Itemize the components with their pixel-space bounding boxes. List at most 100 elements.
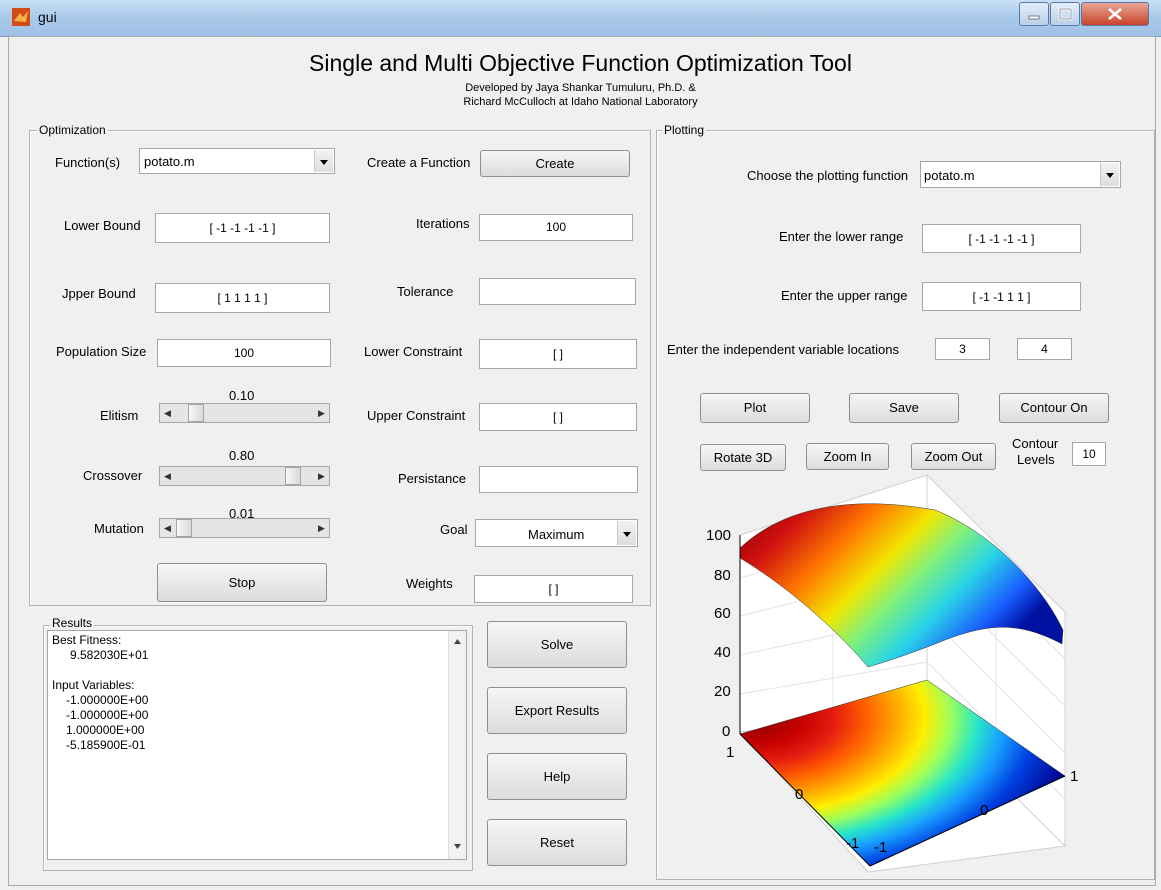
function-label: Function(s): [55, 155, 121, 170]
elitism-slider-thumb[interactable]: [188, 404, 204, 422]
window-titlebar: gui: [0, 0, 1161, 37]
crossover-slider[interactable]: ◀ ▶: [159, 466, 330, 486]
plotting-function-select[interactable]: potato.m: [920, 161, 1121, 188]
x-tick: 1: [726, 744, 734, 761]
stop-button[interactable]: Stop: [157, 563, 327, 602]
result-line: Input Variables:: [52, 678, 135, 692]
persistance-field[interactable]: [479, 466, 638, 493]
weights-label: Weights: [406, 576, 453, 591]
crossover-label: Crossover: [83, 468, 143, 483]
lower-range-label: Enter the lower range: [779, 229, 904, 244]
plotting-panel: [656, 130, 1155, 880]
zoom-in-button[interactable]: Zoom In: [806, 443, 889, 470]
solve-button[interactable]: Solve: [487, 621, 627, 668]
dropdown-arrow-icon: [1100, 163, 1119, 186]
iterations-field[interactable]: 100: [479, 214, 633, 241]
weights-field[interactable]: [ ]: [474, 575, 633, 603]
z-tick: 100: [706, 527, 731, 544]
goal-select[interactable]: Maximum: [475, 519, 638, 547]
lower-bound-field[interactable]: [ -1 -1 -1 -1 ]: [155, 213, 330, 243]
y-tick: 1: [1070, 768, 1078, 785]
independent-variable-1-field[interactable]: 3: [935, 338, 990, 360]
result-line: 1.000000E+00: [66, 723, 145, 737]
function-select[interactable]: potato.m: [139, 148, 335, 174]
elitism-slider[interactable]: ◀ ▶: [159, 403, 330, 423]
plot-axis-lines: [739, 535, 1066, 867]
zoom-out-button[interactable]: Zoom Out: [911, 443, 996, 470]
upper-range-label: Enter the upper range: [781, 288, 908, 303]
surface-plot[interactable]: 100 80 60 40 20 0 1 0 -1 -1 0 1: [690, 472, 1145, 877]
matlab-app-icon: [12, 8, 30, 26]
slider-right-arrow-icon[interactable]: ▶: [318, 523, 325, 533]
persistance-label: Persistance: [398, 471, 466, 486]
mutation-slider-thumb[interactable]: [176, 519, 192, 537]
contour-on-button[interactable]: Contour On: [999, 393, 1109, 423]
lower-bound-label: Lower Bound: [64, 218, 141, 233]
reset-button[interactable]: Reset: [487, 819, 627, 866]
slider-right-arrow-icon[interactable]: ▶: [318, 408, 325, 418]
z-tick: 20: [714, 683, 731, 700]
save-button[interactable]: Save: [849, 393, 959, 423]
function-select-value: potato.m: [144, 154, 195, 169]
credits-line-2: Richard McCulloch at Idaho National Labo…: [463, 96, 698, 108]
independent-variable-label: Enter the independent variable locations: [667, 342, 899, 357]
dropdown-arrow-icon: [617, 521, 636, 545]
y-tick: -1: [874, 839, 887, 856]
result-line: -5.185900E-01: [66, 738, 146, 752]
mutation-value: 0.01: [229, 506, 255, 521]
result-line: [52, 663, 148, 678]
results-scrollbar[interactable]: [448, 631, 466, 859]
optimization-panel: [29, 130, 651, 606]
results-listbox[interactable]: Best Fitness: 9.582030E+01 Input Variables…: [47, 630, 467, 860]
create-function-label: Create a Function: [367, 155, 471, 170]
elitism-label: Elitism: [100, 408, 139, 423]
window-title: gui: [38, 9, 57, 25]
upper-range-field[interactable]: [ -1 -1 1 1 ]: [922, 282, 1081, 311]
plotting-function-value: potato.m: [924, 168, 975, 183]
crossover-slider-thumb[interactable]: [285, 467, 301, 485]
slider-left-arrow-icon[interactable]: ◀: [164, 523, 171, 533]
app-title: Single and Multi Objective Function Opti…: [309, 50, 852, 76]
mutation-label: Mutation: [94, 521, 144, 536]
contour-levels-label-1: Contour: [1012, 436, 1059, 451]
slider-left-arrow-icon[interactable]: ◀: [164, 471, 171, 481]
surface-mesh: [739, 503, 1064, 668]
contour-levels-field[interactable]: 10: [1072, 442, 1106, 466]
goal-select-value: Maximum: [528, 527, 585, 542]
lower-constraint-field[interactable]: [ ]: [479, 339, 637, 369]
mutation-slider[interactable]: ◀ ▶: [159, 518, 330, 538]
z-tick: 60: [714, 605, 731, 622]
tolerance-field[interactable]: [479, 278, 636, 305]
independent-variable-2-field[interactable]: 4: [1017, 338, 1072, 360]
iterations-label: Iterations: [416, 216, 470, 231]
x-tick: -1: [846, 835, 859, 852]
credits-line-1: Developed by Jaya Shankar Tumuluru, Ph.D…: [465, 82, 696, 94]
plot-button[interactable]: Plot: [700, 393, 810, 423]
goal-label: Goal: [440, 522, 468, 537]
upper-bound-field[interactable]: [ 1 1 1 1 ]: [155, 283, 330, 313]
population-size-label: Population Size: [56, 344, 147, 359]
lower-range-field[interactable]: [ -1 -1 -1 -1 ]: [922, 224, 1081, 253]
scroll-down-icon[interactable]: [453, 843, 462, 851]
plotting-function-label: Choose the plotting function: [747, 168, 909, 183]
close-button[interactable]: [1081, 2, 1149, 26]
upper-constraint-field[interactable]: [ ]: [479, 403, 637, 431]
maximize-icon: [1058, 7, 1073, 21]
export-results-button[interactable]: Export Results: [487, 687, 627, 734]
results-panel: [43, 625, 473, 871]
create-button[interactable]: Create: [480, 150, 630, 177]
dropdown-arrow-icon: [314, 150, 333, 172]
result-line: -1.000000E+00: [66, 693, 149, 707]
rotate-3d-button[interactable]: Rotate 3D: [700, 444, 786, 471]
z-tick: 40: [714, 644, 731, 661]
close-icon: [1108, 8, 1122, 20]
maximize-button[interactable]: [1050, 2, 1080, 26]
slider-right-arrow-icon[interactable]: ▶: [318, 471, 325, 481]
x-tick: 0: [795, 786, 803, 803]
population-size-field[interactable]: 100: [157, 339, 331, 367]
minimize-button[interactable]: [1019, 2, 1049, 26]
scroll-up-icon[interactable]: [453, 637, 462, 645]
slider-left-arrow-icon[interactable]: ◀: [164, 408, 171, 418]
crossover-value: 0.80: [229, 448, 255, 463]
help-button[interactable]: Help: [487, 753, 627, 800]
